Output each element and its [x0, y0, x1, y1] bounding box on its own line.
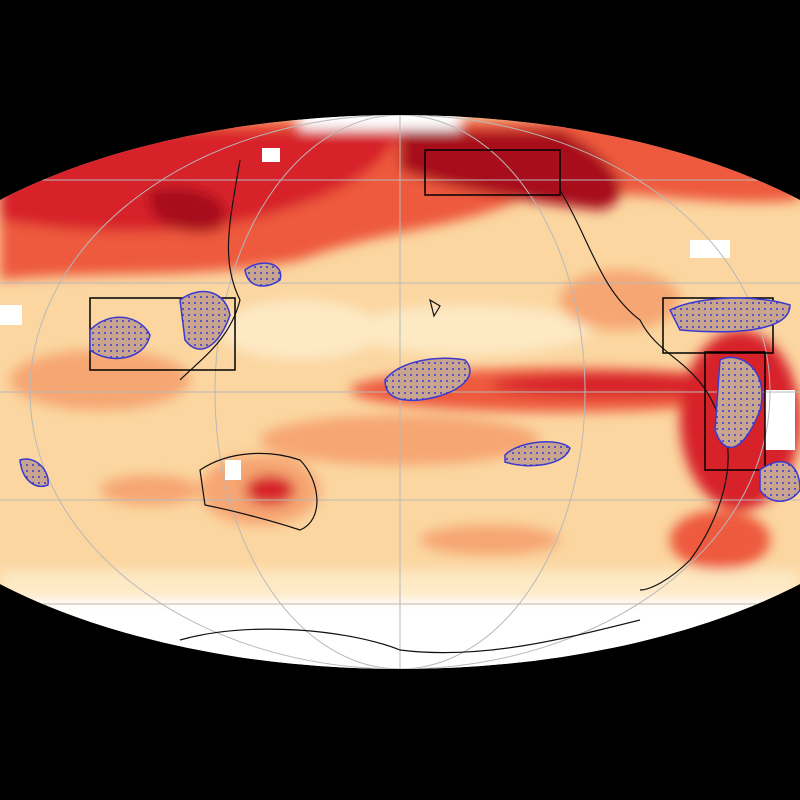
coastlines	[179, 159, 729, 654]
stippled-regions	[19, 262, 800, 502]
